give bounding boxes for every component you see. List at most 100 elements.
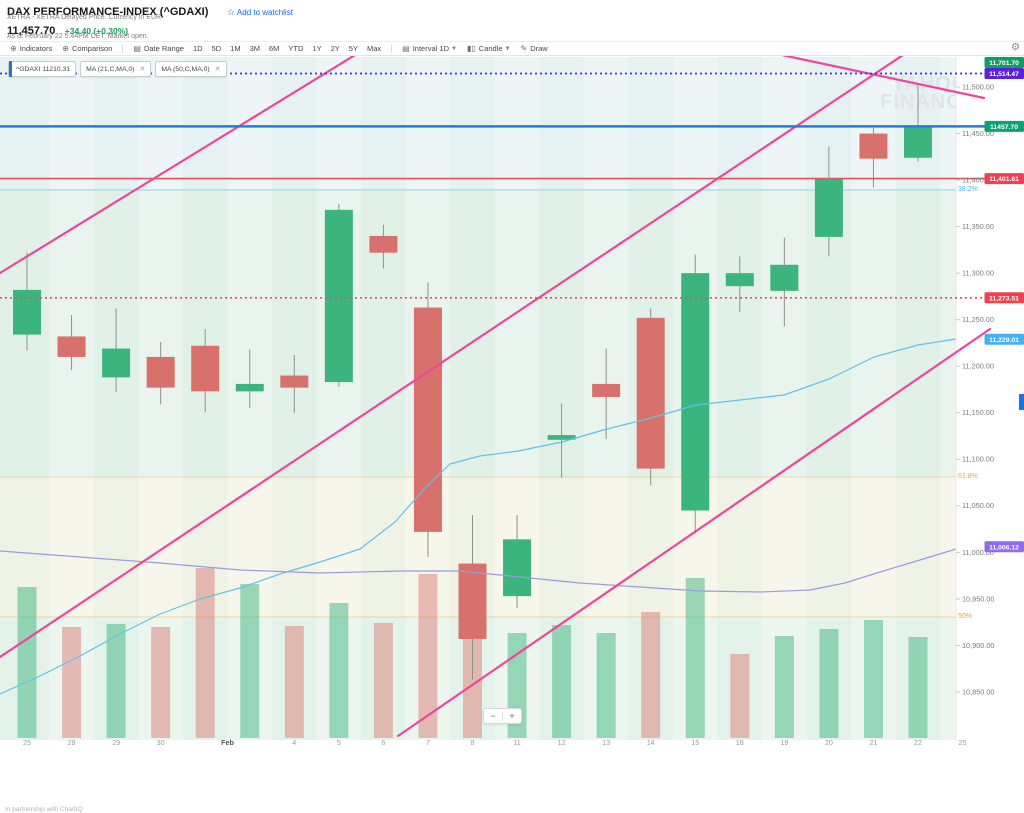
y-tick-label: 11,050.00 [962,501,994,510]
candle [681,273,709,510]
star-icon: ☆ [227,7,235,17]
x-tick-label: Feb [221,738,234,747]
fib-band [0,190,956,477]
y-tick-label: 11,150.00 [962,408,994,417]
chart-canvas[interactable]: YAHOO!FINANCE11,500.0011,450.0011,400.00… [0,56,1024,760]
price-badge-label: 11,006.12 [989,544,1019,551]
x-tick-label: 5 [337,738,341,747]
chart-type-dropdown[interactable]: ▮▯Candle▼ [467,44,511,53]
candle [726,273,754,286]
indicators-button[interactable]: ⊕Indicators [10,44,52,53]
x-tick-label: 8 [471,738,475,747]
range-ytd[interactable]: YTD [288,44,303,53]
range-1d[interactable]: 1D [193,44,203,53]
volume-bar [909,637,928,738]
volume-bar [240,584,259,738]
x-tick-label: 25 [23,738,31,747]
y-tick-label: 10,900.00 [962,641,994,650]
price-badge-label: 11457.70 [990,124,1018,131]
x-tick-label: 4 [292,738,296,747]
x-tick-label: 14 [647,738,655,747]
candle [503,539,531,596]
toolbar-divider [391,44,392,53]
x-tick-label: 6 [381,738,385,747]
candle [592,384,620,397]
range-1y[interactable]: 1Y [312,44,321,53]
volume-bar [819,629,838,738]
volume-bar [864,620,883,738]
legend-tabs: ^GDAXI 11210.31 MA (21,C,MA,0)✕ MA (50,C… [8,61,227,77]
candle [637,318,665,469]
volume-bar [418,574,437,738]
interval-dropdown[interactable]: ▤Interval 1D▼ [402,44,457,53]
volume-bar [196,568,215,738]
range-5d[interactable]: 5D [212,44,222,53]
candle [904,126,932,158]
candle [191,346,219,392]
close-icon[interactable]: ✕ [139,65,145,73]
zoom-in-button[interactable]: + [503,709,521,723]
fib-level-label: 50% [958,613,972,620]
x-tick-label: 12 [558,738,566,747]
candle [459,564,487,639]
candle [102,349,130,378]
range-5y[interactable]: 5Y [349,44,358,53]
range-1m[interactable]: 1M [230,44,240,53]
x-tick-label: 22 [914,738,922,747]
volume-bar [597,633,616,738]
exchange-info: XETRA - XETRA Delayed Price. Currency in… [7,14,161,21]
volume-bar [62,627,81,738]
y-tick-label: 11,200.00 [962,362,994,371]
x-tick-label: 11 [513,738,520,747]
x-tick-label: 25 [959,738,967,747]
volume-bar [151,627,170,738]
y-axis-scroll-handle[interactable] [1019,394,1024,410]
chart-toolbar: ⊕Indicators ⊕Comparison ▤Date Range 1D 5… [0,41,1024,56]
range-6m[interactable]: 6M [269,44,279,53]
zoom-out-button[interactable]: − [484,709,502,723]
candle [13,290,41,335]
y-tick-label: 11,300.00 [962,269,994,278]
y-tick-label: 11,100.00 [962,455,994,464]
y-tick-label: 11,250.00 [962,315,994,324]
close-icon[interactable]: ✕ [215,65,221,73]
chevron-down-icon: ▼ [505,46,511,52]
x-tick-label: 18 [736,738,744,747]
legend-tab-ma21[interactable]: MA (21,C,MA,0)✕ [80,61,151,77]
as-of-timestamp: As of February 22 5:44PM CET. Market ope… [7,33,149,40]
candle [58,336,86,356]
y-tick-label: 10,950.00 [962,594,994,603]
quote-header: DAX PERFORMANCE-INDEX (^GDAXI) ☆Add to w… [0,0,1024,41]
x-tick-label: 7 [426,738,430,747]
price-badge-label: 11,229.01 [989,337,1019,344]
y-tick-label: 10,850.00 [962,687,994,696]
volume-bar [18,587,37,738]
volume-bar [285,626,304,738]
comparison-button[interactable]: ⊕Comparison [62,44,112,53]
series-color-bar [9,61,12,77]
plus-circle-icon: ⊕ [62,44,69,53]
legend-tab-symbol[interactable]: ^GDAXI 11210.31 [8,61,76,77]
x-tick-label: 19 [780,738,788,747]
chart-settings-gear-icon[interactable]: ⚙ [1011,42,1020,53]
chevron-down-icon: ▼ [451,46,457,52]
calendar-icon: ▤ [402,44,410,53]
volume-bar [775,636,794,738]
zoom-control: − + [483,708,522,724]
x-tick-label: 20 [825,738,833,747]
add-to-watchlist-button[interactable]: ☆Add to watchlist [227,7,293,18]
calendar-icon: ▤ [133,44,141,53]
range-2y[interactable]: 2Y [331,44,340,53]
x-tick-label: 21 [869,738,877,747]
legend-tab-ma50[interactable]: MA (50,C,MA,0)✕ [155,61,226,77]
range-3m[interactable]: 3M [250,44,260,53]
x-tick-label: 29 [112,738,120,747]
range-max[interactable]: Max [367,44,381,53]
candle [236,384,264,391]
draw-button[interactable]: ✎Draw [521,44,548,53]
candle [859,134,887,159]
y-tick-label: 11,350.00 [962,222,994,231]
volume-bar [107,624,126,738]
x-tick-label: 28 [68,738,76,747]
